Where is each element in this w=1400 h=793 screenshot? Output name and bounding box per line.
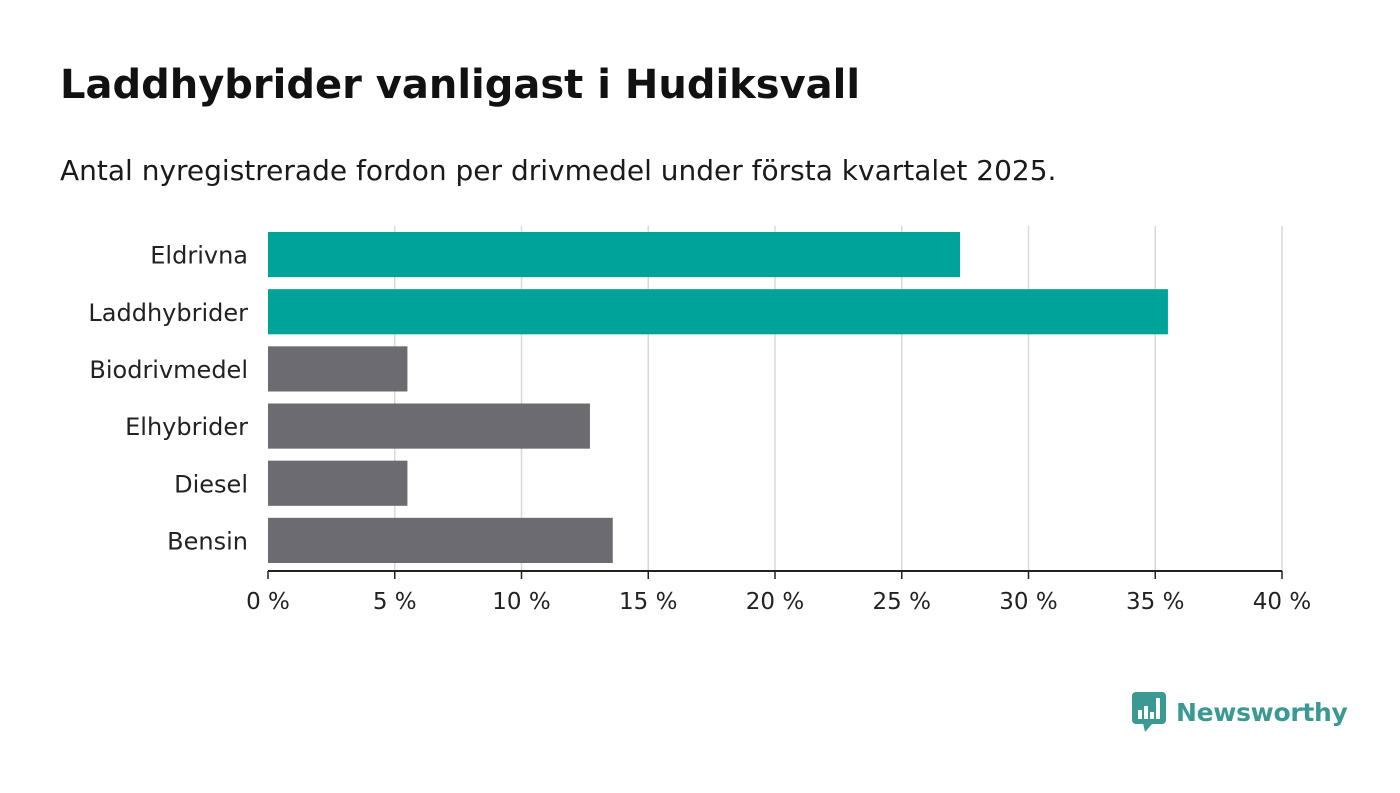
x-tick-label: 15 % — [619, 589, 677, 615]
x-tick-label: 30 % — [999, 589, 1057, 615]
chart-title: Laddhybrider vanligast i Hudiksvall — [60, 62, 861, 108]
category-label: Laddhybrider — [88, 299, 248, 327]
bar-diesel — [268, 460, 408, 506]
bar-biodrivmedel — [268, 346, 408, 392]
bar-laddhybrider — [268, 289, 1168, 335]
category-label: Bensin — [167, 527, 248, 555]
x-tick-label: 5 % — [373, 589, 417, 615]
category-label: Elhybrider — [125, 413, 248, 441]
bars — [268, 232, 1168, 563]
x-axis: 0 % 5 % 10 % 15 % 20 % 25 % 30 % 35 % 40 % — [246, 570, 1311, 615]
x-tick-label: 0 % — [246, 589, 290, 615]
x-tick-label: 25 % — [873, 589, 931, 615]
category-label: Eldrivna — [150, 242, 248, 270]
category-label: Biodrivmedel — [89, 356, 248, 384]
brand-name: Newsworthy — [1176, 697, 1348, 727]
bar-elhybrider — [268, 403, 590, 449]
x-tick-label: 40 % — [1253, 589, 1311, 615]
bar-eldrivna — [268, 232, 961, 278]
bar-bensin — [268, 517, 613, 563]
category-label: Diesel — [174, 470, 248, 498]
chart-subtitle: Antal nyregistrerade fordon per drivmede… — [60, 154, 1057, 187]
bar-chart-speech-bubble-icon — [1132, 692, 1166, 732]
x-tick-label: 20 % — [746, 589, 804, 615]
x-tick-label: 35 % — [1126, 589, 1184, 615]
brand-logo: Newsworthy — [1132, 692, 1348, 732]
grid-lines — [394, 226, 1283, 571]
x-tick-label: 10 % — [492, 589, 550, 615]
category-labels: Eldrivna Laddhybrider Biodrivmedel Elhybrid… — [88, 242, 248, 556]
